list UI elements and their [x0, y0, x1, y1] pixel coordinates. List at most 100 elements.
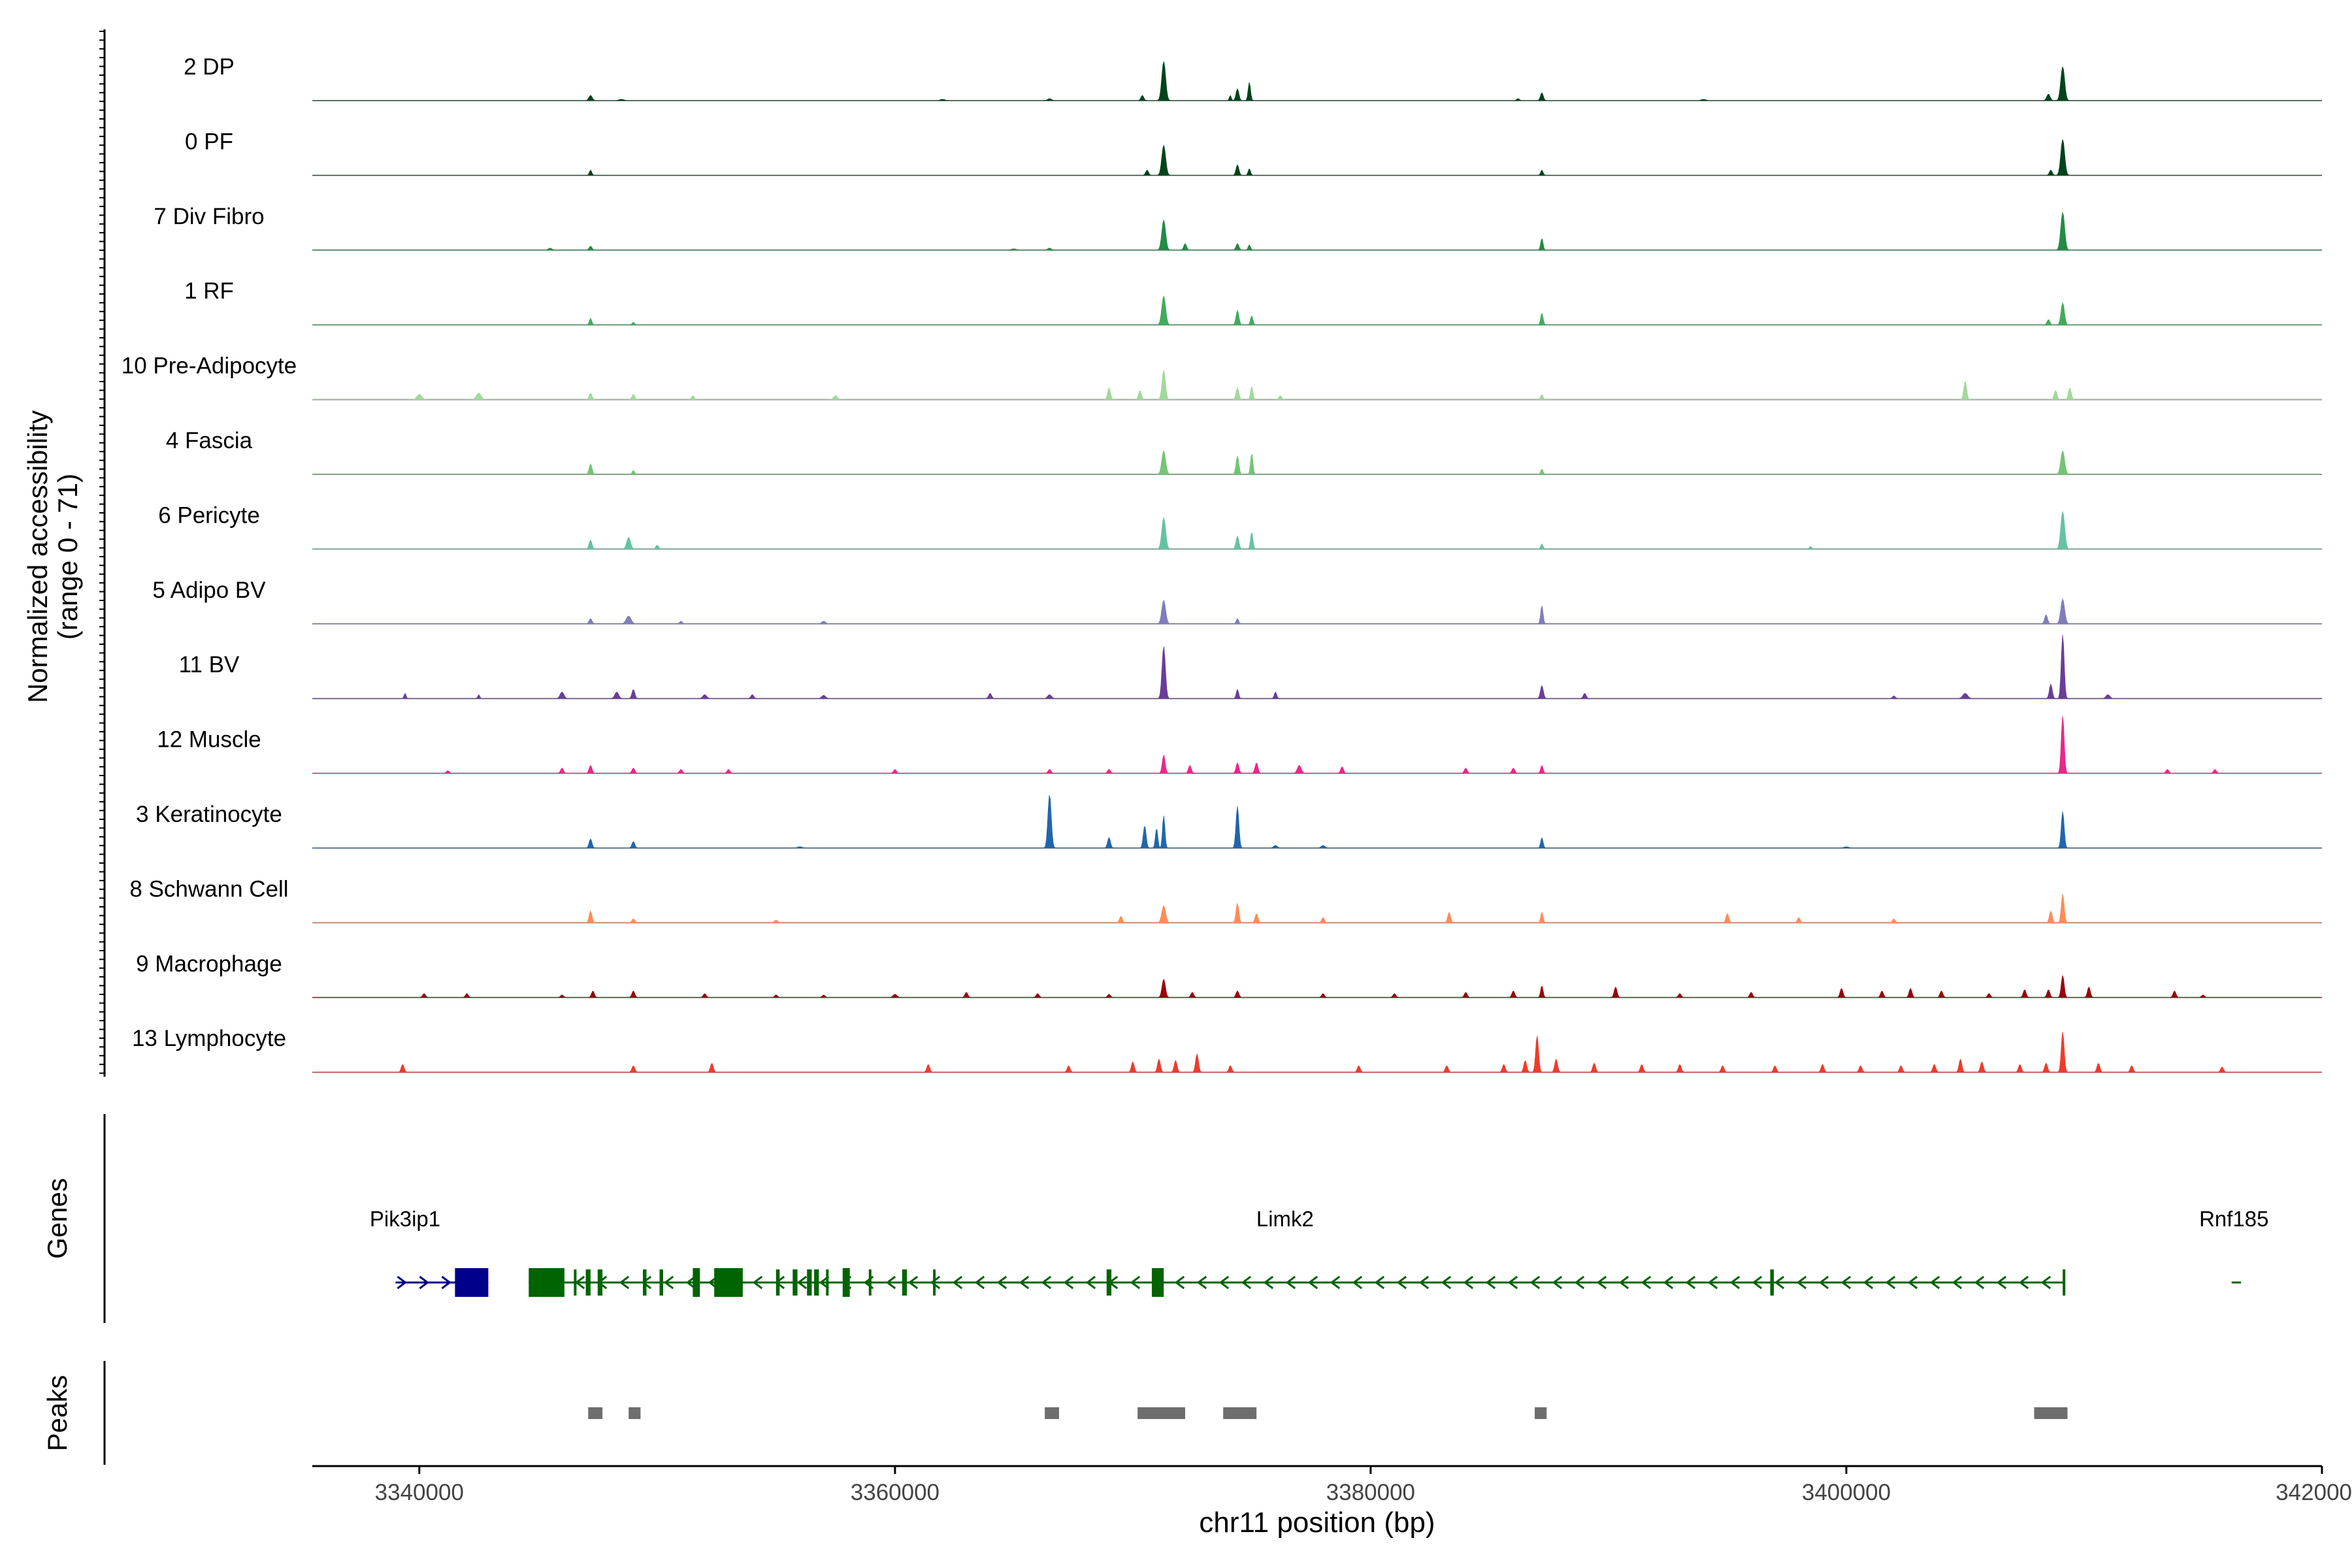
coverage-peak [1249, 453, 1254, 474]
exon [807, 1269, 812, 1296]
coverage-peak [1534, 1036, 1540, 1073]
coverage-peak [547, 248, 553, 250]
peaks-panel: Peaks [42, 1361, 2068, 1465]
coverage-peak [821, 621, 826, 624]
coverage-peak [2043, 614, 2049, 624]
x-tick-label: 342000 [2276, 1480, 2352, 1505]
track-0-pf: 0 PF [185, 129, 2322, 176]
peak-region [588, 1407, 603, 1419]
coverage-peak [2053, 390, 2059, 400]
coverage-peak [702, 694, 708, 699]
strand-chevron [1085, 1275, 1096, 1290]
coverage-peak [1539, 170, 1544, 176]
exon [868, 1269, 872, 1296]
peak-regions [588, 1407, 2068, 1419]
coverage-peak [559, 692, 565, 699]
coverage-peak [2164, 769, 2170, 774]
coverage-peak [1047, 694, 1053, 699]
strand-chevron [752, 1275, 763, 1290]
coverage-peak [630, 919, 636, 923]
coverage-peak [1501, 1064, 1507, 1073]
coverage-peak [1677, 993, 1683, 998]
strand-chevron [1174, 1275, 1185, 1290]
coverage-peak [587, 839, 593, 848]
coverage-peak [1539, 985, 1544, 998]
track-label: 6 Pericyte [158, 502, 260, 528]
gene-rnf185: Rnf185 [2199, 1207, 2269, 1284]
exon [1152, 1268, 1164, 1297]
strand-chevron [1729, 1275, 1740, 1290]
coverage-peak [1511, 990, 1516, 998]
coverage-peak [445, 770, 451, 774]
coverage-peak [630, 1066, 636, 1073]
peak-region [1223, 1407, 1257, 1419]
coverage-peak [1235, 689, 1241, 699]
coverage-peak [1011, 248, 1017, 250]
coverage-peak [1144, 170, 1150, 176]
coverage-peak [1161, 61, 1167, 101]
coverage-peak [2017, 1064, 2023, 1073]
coverage-peak [1273, 692, 1279, 699]
coverage-peak [1106, 769, 1112, 774]
coverage-peak [1539, 544, 1544, 549]
exon [933, 1269, 936, 1296]
coverage-peak [2060, 715, 2066, 774]
strand-chevron [819, 1275, 830, 1290]
track-label: 2 DP [184, 54, 235, 80]
coverage-peak [1857, 1066, 1863, 1073]
strand-chevron [1618, 1275, 1629, 1290]
track-label: 4 Fascia [166, 428, 253, 453]
strand-chevron [1663, 1275, 1674, 1290]
strand-chevron [2018, 1275, 2029, 1290]
track-label: 10 Pre-Adipocyte [122, 353, 297, 379]
coverage-peak [821, 695, 826, 699]
strand-chevron [1041, 1275, 1052, 1290]
coverage-peak [1796, 917, 1802, 923]
strand-chevron [397, 1275, 407, 1290]
strand-chevron [441, 1275, 451, 1290]
coverage-peak [1183, 243, 1188, 250]
coverage-peak [1844, 847, 1849, 848]
coverage-peak [1963, 693, 1968, 699]
track-6-pericyte: 6 Pericyte [158, 502, 2322, 550]
coverage-peak [773, 994, 779, 998]
coverage-peak [400, 1064, 406, 1073]
coverage-peak [1539, 313, 1544, 325]
coverage-area [312, 370, 2322, 400]
coverage-peak [590, 990, 596, 998]
coverage-peak [1130, 1062, 1135, 1073]
coverage-peak [476, 393, 482, 400]
strand-chevron [1974, 1275, 1985, 1290]
coverage-peak [1047, 248, 1053, 250]
coverage-peak [1161, 370, 1167, 400]
coverage-peak [1891, 919, 1897, 923]
strand-chevron [952, 1275, 963, 1290]
coverage-peak [2200, 994, 2206, 998]
exon [842, 1268, 850, 1297]
coverage-peak [626, 615, 632, 624]
strand-chevron [2040, 1275, 2051, 1290]
exon [1106, 1269, 1112, 1296]
strand-chevron [1685, 1275, 1696, 1290]
coverage-peak [2212, 769, 2218, 774]
coverage-peak [1161, 815, 1167, 848]
coverage-peak [1938, 990, 1944, 998]
coverage-peak [1106, 387, 1112, 400]
strand-chevron [419, 1275, 429, 1290]
strand-chevron [1019, 1275, 1030, 1290]
coverage-peak [1235, 456, 1241, 474]
coverage-peak [1235, 310, 1241, 325]
coverage-area [312, 715, 2322, 774]
coverage-peak [2095, 1063, 2101, 1073]
coverage-peak [1247, 244, 1252, 250]
coverage-peak [619, 99, 625, 101]
coverage-peak [690, 395, 696, 400]
coverage-peak [1701, 99, 1707, 101]
coverage-peak [1582, 693, 1588, 699]
coverage-peak [1612, 987, 1618, 998]
coverage-peak [821, 994, 826, 998]
coverage-peak [1254, 913, 1260, 923]
coverage-peak [1820, 1064, 1825, 1073]
track-label: 9 Macrophage [136, 951, 282, 977]
strand-chevron [1485, 1275, 1496, 1290]
